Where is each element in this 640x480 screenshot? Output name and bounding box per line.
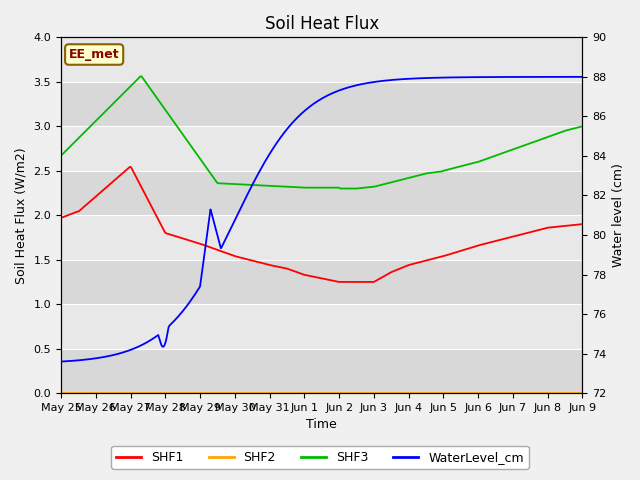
Bar	[61, 126, 582, 171]
X-axis label: Time: Time	[307, 419, 337, 432]
Y-axis label: Water level (cm): Water level (cm)	[612, 163, 625, 267]
Bar	[61, 82, 582, 126]
Bar	[61, 171, 582, 215]
Bar	[61, 260, 582, 304]
Legend: SHF1, SHF2, SHF3, WaterLevel_cm: SHF1, SHF2, SHF3, WaterLevel_cm	[111, 446, 529, 469]
Bar	[61, 348, 582, 393]
Bar	[61, 304, 582, 348]
Text: EE_met: EE_met	[69, 48, 120, 61]
Y-axis label: Soil Heat Flux (W/m2): Soil Heat Flux (W/m2)	[15, 147, 28, 284]
Bar	[61, 215, 582, 260]
Bar	[61, 37, 582, 82]
Title: Soil Heat Flux: Soil Heat Flux	[264, 15, 379, 33]
